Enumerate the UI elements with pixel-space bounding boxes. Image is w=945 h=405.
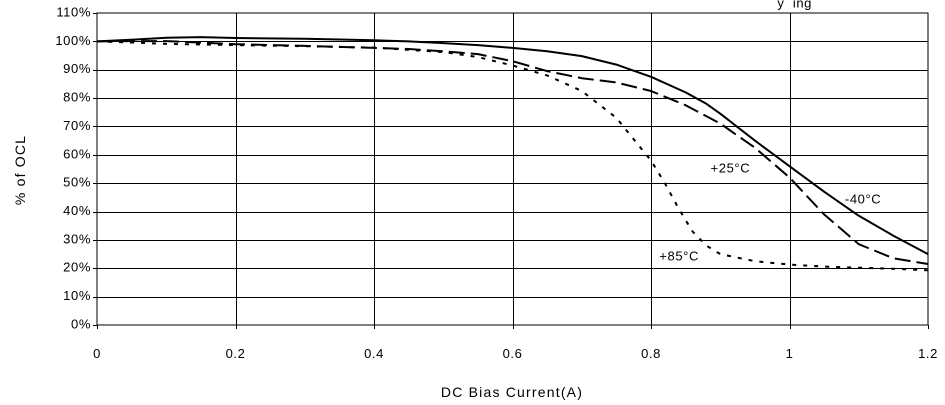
series-labels: -40°C +25°C +85°C [659,160,881,263]
x-tick-label: 0.2 [226,346,246,361]
x-tick-label: 0.4 [364,346,384,361]
x-tick-label: 1.2 [918,346,938,361]
y-tick-label: 100% [55,33,91,48]
series-label: -40°C [845,192,881,207]
series-lines [96,36,929,272]
series-line-dashed [96,40,929,265]
y-tick-label: 80% [63,90,91,105]
y-tick-label: 30% [63,231,91,246]
y-tick-label: 110% [56,4,91,19]
chart-title-fragment: y ing [777,0,812,10]
y-tick-label: 70% [63,118,91,133]
x-tick-label: 0.6 [503,346,523,361]
y-tick-label: 50% [63,175,91,190]
y-tick-label: 20% [63,260,91,275]
x-tick-label: 0.8 [641,346,661,361]
y-tick-label: 0% [71,316,91,331]
x-tick-label: 0 [93,346,101,361]
series-line-solid [96,36,929,255]
y-tick-label: 90% [63,61,91,76]
gridlines [97,13,928,325]
series-label: +85°C [659,248,699,263]
y-axis-title: % of OCL [12,135,28,205]
x-tick-label: 1 [786,346,794,361]
axis-ticks: 0% 10% 20% 30% 40% 50% 60% 70% 80% 90% 100% 110% 0 0.… [55,4,938,361]
x-axis-title: DC Bias Current(A) [441,384,583,400]
series-label: +25°C [711,160,751,175]
y-tick-label: 60% [63,146,91,161]
plot-area-frame [96,12,929,326]
y-tick-label: 10% [63,288,91,303]
y-tick-label: 40% [63,203,91,218]
